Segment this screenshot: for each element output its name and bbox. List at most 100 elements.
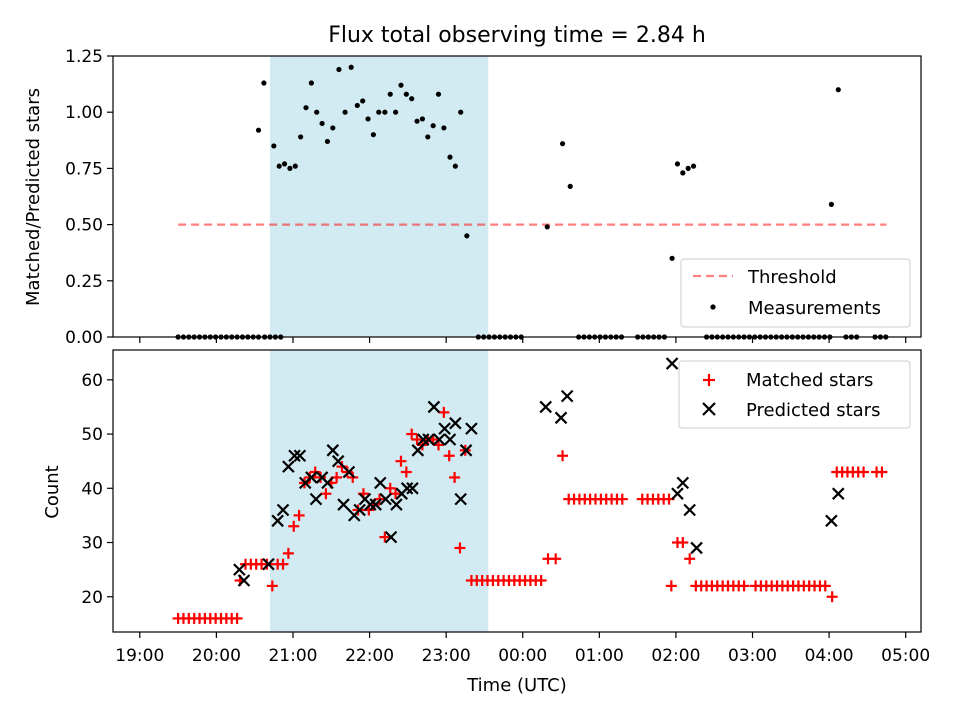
matched-stars-point [550, 553, 562, 565]
matched-stars-point [684, 553, 696, 565]
x-tick-label: 23:00 [422, 646, 471, 666]
measurement-point [303, 105, 309, 111]
y-tick-label: 1.00 [65, 103, 103, 123]
measurement-point [674, 161, 681, 167]
y-tick-label: 0.50 [65, 216, 103, 236]
predicted-stars-point [406, 482, 419, 495]
matched-stars-point [826, 591, 838, 603]
matched-stars-point [288, 520, 300, 532]
matched-stars-point [347, 471, 359, 483]
counts-legend: Matched stars Predicted stars [678, 360, 911, 429]
measurement-point [430, 123, 436, 129]
matched-stars-point [400, 466, 412, 478]
predicted-stars-point [364, 498, 377, 511]
predicted-stars-point [337, 498, 350, 511]
predicted-stars-point [665, 357, 679, 370]
matched-stars-point [557, 450, 569, 462]
predicted-stars-point [449, 416, 462, 430]
measurement-point [393, 109, 399, 115]
measurement-point [425, 134, 431, 140]
matched-stars-point [266, 580, 278, 592]
matched-stars-point [293, 509, 305, 521]
matched-stars-point [395, 455, 407, 467]
ratio-legend: Threshold Measurements [680, 258, 911, 328]
counts-legend-box [678, 360, 911, 429]
predicted-stars-point [454, 492, 467, 506]
counts-panel: 20 30 40 50 60 19:00 20:00 21:00 22:00 23:00 00:0… [42, 349, 930, 696]
y-tick-label: 40 [81, 479, 103, 499]
predicted-stars-point [690, 541, 703, 555]
measurement-point [360, 98, 366, 104]
matched-stars-point [876, 466, 888, 478]
measurement-point [690, 163, 697, 169]
matched-stars-point [438, 406, 450, 418]
y-tick-label: 0.00 [65, 328, 103, 348]
measurement-point [559, 141, 566, 147]
measurement-point [319, 120, 325, 127]
measurement-point [403, 91, 409, 97]
x-tick-label: 20:00 [192, 646, 241, 666]
x-tick-label: 19:00 [115, 646, 164, 666]
ratio-panel: 0.00 0.25 0.50 0.75 1.00 1.25 Matched/Predict… [23, 47, 922, 348]
measurement-point [414, 118, 420, 124]
predicted-stars-point [282, 460, 295, 473]
y-tick-label: 0.75 [65, 159, 103, 179]
y-tick-label: 30 [81, 534, 103, 554]
measurement-point [261, 80, 267, 86]
predicted-stars-point [432, 433, 446, 446]
predicted-stars-point [390, 498, 403, 511]
measurement-point [276, 163, 282, 169]
ratio-y-axis: 0.00 0.25 0.50 0.75 1.00 1.25 [65, 47, 113, 348]
observing-window-shade [270, 350, 489, 632]
matched-stars-point [384, 482, 396, 494]
legend-threshold-label: Threshold [747, 267, 837, 288]
predicted-stars-point [676, 476, 690, 490]
measurement-point [324, 138, 331, 145]
predicted-stars-point [309, 492, 323, 506]
counts-x-axis: 19:00 20:00 21:00 22:00 23:00 00:00 01:00 02:00… [115, 632, 930, 666]
measurement-point [435, 91, 442, 97]
measurement-point [370, 132, 376, 138]
predicted-stars-point [683, 503, 696, 517]
predicted-stars-point [321, 476, 334, 490]
predicted-stars-point [369, 498, 382, 511]
matched-stars-point [379, 531, 391, 543]
predicted-stars-point [411, 444, 425, 457]
x-tick-label: 04:00 [805, 646, 854, 666]
matched-stars-point [320, 488, 332, 500]
x-axis-label: Time (UTC) [466, 675, 567, 696]
matched-stars-point [535, 574, 547, 586]
matched-stars-point [411, 433, 423, 445]
measurement-point [398, 82, 404, 88]
matched-stars-point [309, 466, 321, 478]
measurement-point [287, 165, 293, 171]
measurement-point [382, 109, 388, 115]
predicted-stars-point [288, 449, 301, 463]
measurement-point [271, 143, 277, 149]
legend-predicted-swatch [702, 402, 716, 416]
ratio-plot-frame [112, 55, 922, 338]
predicted-stars-point [374, 476, 387, 490]
matched-stars-point [738, 580, 750, 592]
observing-window-shade [270, 56, 489, 337]
matched-stars-point [406, 428, 418, 440]
counts-y-axis-label: Count [42, 465, 63, 518]
measurement-point [308, 80, 314, 86]
predicted-stars-point [416, 433, 430, 446]
predicted-stars-point [832, 487, 845, 500]
measurement-point [447, 154, 453, 160]
measurement-point [281, 161, 288, 167]
predicted-stars-point [539, 400, 552, 414]
predicted-stars-point [271, 514, 284, 528]
predicted-stars-point [293, 449, 307, 463]
counts-plot-frame [112, 349, 922, 633]
matched-stars-point [665, 580, 677, 592]
predicted-stars-point [465, 422, 478, 435]
predicted-stars-point [825, 514, 838, 528]
measurement-point [419, 116, 426, 122]
matched-stars-point [449, 471, 461, 483]
measurement-point [387, 91, 393, 97]
measurement-point [441, 125, 447, 131]
ratio-y-axis-label: Matched/Predicted stars [23, 88, 44, 306]
